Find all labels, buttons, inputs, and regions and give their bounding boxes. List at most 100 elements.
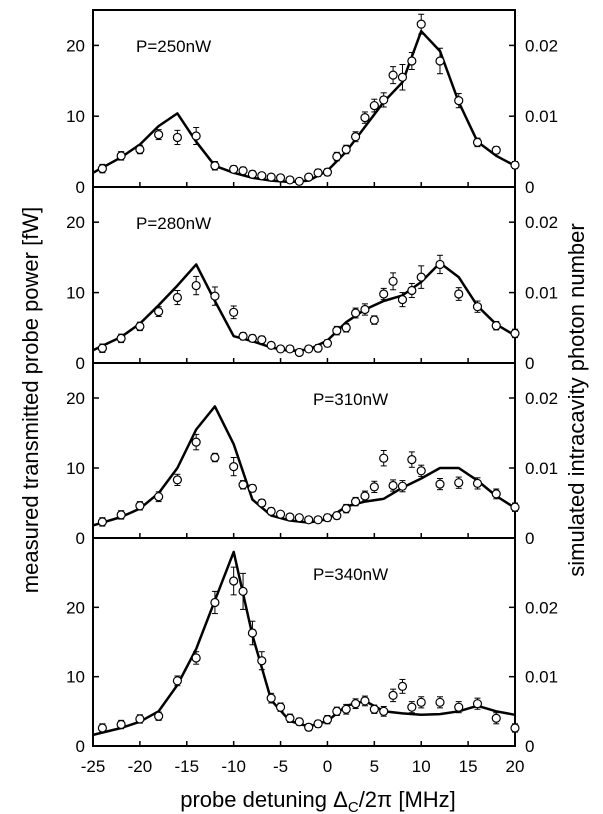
y-right-tick-label: 0.02 (525, 389, 558, 408)
measured-point (154, 129, 164, 141)
data-marker (304, 515, 314, 525)
data-marker (116, 719, 126, 730)
data-marker (472, 137, 483, 147)
y-right-tick-label: 0 (525, 737, 534, 756)
measured-point (116, 333, 126, 344)
data-marker (360, 113, 370, 123)
measured-point (285, 344, 295, 354)
data-marker (369, 704, 379, 714)
data-marker (332, 151, 342, 162)
data-marker (116, 510, 126, 520)
x-axis: -25 -20 -15 -10 -5 0 5 10 15 20 (81, 757, 525, 776)
measured-point (332, 706, 342, 716)
data-marker (491, 489, 501, 499)
data-marker (266, 693, 276, 703)
measured-point (322, 714, 333, 725)
x-tick-label: -10 (221, 757, 246, 776)
measured-point (491, 145, 501, 155)
measured-point (388, 272, 398, 291)
measured-point (454, 701, 464, 714)
panel-frame (92, 537, 516, 747)
measured-point (491, 488, 501, 500)
y-left-tick-label: 0 (76, 737, 85, 756)
data-marker (266, 340, 276, 350)
measured-point (275, 509, 286, 519)
x-tick-label: -20 (128, 757, 153, 776)
data-marker (416, 466, 426, 476)
measured-point (472, 300, 483, 313)
measured-point (416, 265, 426, 289)
measured-point (191, 275, 201, 296)
data-marker (210, 161, 220, 171)
measured-point (116, 719, 126, 730)
measured-point (407, 701, 417, 714)
y-right-tick-label: 0 (525, 354, 534, 373)
measured-point (350, 496, 361, 507)
measured-point (247, 483, 258, 493)
data-marker (416, 697, 426, 707)
data-marker (238, 166, 248, 176)
y-right-tick-label: 0.02 (525, 598, 558, 617)
measured-point (191, 651, 201, 665)
data-marker (388, 690, 398, 700)
data-marker (322, 715, 333, 725)
y-left-tick-label: 0 (76, 529, 85, 548)
x-tick-label: 5 (370, 757, 379, 776)
data-marker (341, 323, 351, 333)
data-marker (313, 168, 323, 178)
measured-point (388, 66, 398, 85)
data-marker (257, 335, 267, 345)
y-right-tick-label: 0.01 (525, 284, 558, 303)
x-tick-label: -15 (174, 757, 199, 776)
y-left-tick-label: 10 (66, 459, 85, 478)
data-marker (510, 328, 520, 339)
data-marker (275, 173, 286, 183)
measured-point (360, 695, 370, 707)
panel-2: 0 10 20 0 0.01 0.02 P=280nW (66, 186, 558, 373)
x-axis-title-suffix: /2π [MHz] (359, 787, 456, 812)
y-axis-title-right: simulated intracavity photon number (564, 223, 589, 576)
measured-point (154, 711, 164, 721)
data-marker (285, 512, 295, 522)
x-axis-title: probe detuning ΔC/2π [MHz] (180, 787, 456, 814)
measured-point (266, 506, 276, 516)
measured-point (285, 175, 295, 185)
data-marker (257, 498, 267, 508)
data-marker (294, 176, 304, 186)
data-marker (360, 696, 370, 706)
data-marker (350, 132, 361, 142)
data-marker (379, 289, 389, 299)
data-marker (360, 491, 370, 501)
data-marker (341, 704, 351, 714)
y-left-tick-label: 10 (66, 284, 85, 303)
data-marker (407, 56, 417, 66)
measured-point (313, 515, 323, 525)
data-marker (388, 480, 398, 491)
chart-panels: 0 10 20 0 0.01 0.02 P=250nW 0 10 20 0 0.01 0.02 P=280… (66, 9, 558, 756)
measured-point (491, 712, 501, 725)
measured-point (210, 161, 220, 171)
data-marker (313, 515, 323, 525)
data-marker (454, 96, 464, 106)
data-marker (369, 100, 379, 111)
data-marker (172, 292, 182, 303)
data-marker (210, 452, 220, 463)
data-marker (397, 72, 408, 82)
data-marker (229, 307, 239, 317)
data-marker (97, 163, 107, 174)
x-tick-label: 20 (506, 757, 525, 776)
x-tick-label: 15 (459, 757, 478, 776)
measured-point (407, 451, 417, 468)
measured-point (416, 464, 426, 477)
measured-point (257, 171, 267, 181)
measured-point (510, 328, 520, 339)
data-marker (229, 576, 239, 586)
x-tick-label: 0 (323, 757, 332, 776)
data-marker (435, 56, 445, 66)
measured-point (275, 173, 286, 183)
measured-point (285, 512, 295, 522)
data-marker (379, 453, 389, 463)
data-marker (275, 702, 286, 712)
data-marker (322, 338, 333, 348)
data-marker (350, 497, 361, 507)
